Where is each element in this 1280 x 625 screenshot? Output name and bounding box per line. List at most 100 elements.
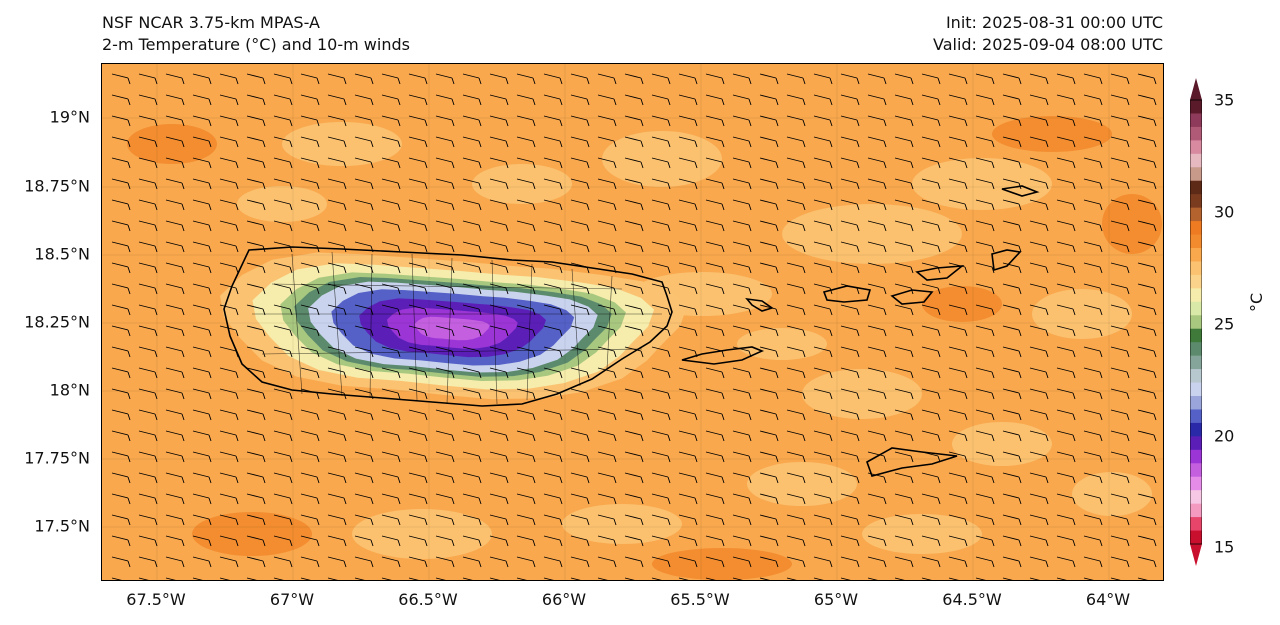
wind-barb: [759, 136, 779, 148]
wind-barb: [543, 409, 563, 421]
wind-barb: [732, 409, 752, 421]
wind-barb: [705, 199, 725, 211]
wind-barb: [651, 535, 671, 547]
wind-barb: [192, 262, 212, 274]
wind-barb: [219, 577, 230, 580]
wind-barb: [1029, 535, 1049, 547]
wind-barb: [1083, 367, 1103, 379]
wind-barb: [759, 388, 779, 400]
wind-barb: [570, 73, 590, 85]
wind-barb: [921, 472, 941, 484]
wind-barb: [462, 115, 482, 127]
wind-barb: [867, 157, 887, 169]
wind-barb: [678, 199, 698, 211]
wind-barb: [462, 430, 482, 442]
wind-barb: [597, 304, 617, 316]
wind-barb: [651, 514, 671, 526]
wind-barb: [165, 451, 185, 463]
wind-barb: [570, 409, 590, 421]
wind-barb: [1083, 115, 1103, 127]
wind-barb: [1137, 493, 1157, 505]
colorbar-segment: [1190, 180, 1202, 195]
wind-barb: [489, 535, 509, 547]
wind-barb: [489, 262, 509, 274]
wind-barb: [219, 136, 239, 148]
wind-barb: [894, 556, 914, 568]
wind-barb: [975, 262, 995, 274]
field-patch: [912, 158, 1052, 210]
wind-barb: [948, 409, 968, 421]
wind-barb: [1002, 283, 1022, 295]
wind-barb: [1029, 451, 1049, 463]
wind-barb: [300, 178, 320, 190]
wind-barb: [624, 493, 644, 505]
wind-barb: [597, 346, 617, 358]
wind-barb: [1029, 262, 1049, 274]
wind-barb: [192, 514, 212, 526]
wind-barb: [732, 493, 752, 505]
wind-barb: [300, 325, 320, 337]
wind-barb: [813, 115, 833, 127]
wind-barb: [975, 577, 986, 580]
wind-barb: [921, 451, 941, 463]
wind-barb: [273, 493, 293, 505]
wind-barb: [948, 157, 968, 169]
wind-barb: [975, 556, 995, 568]
wind-barb: [894, 115, 914, 127]
wind-barb: [1029, 409, 1049, 421]
colorbar-tick: 25: [1214, 314, 1235, 334]
wind-barb: [624, 472, 644, 484]
wind-barb: [1029, 136, 1049, 148]
wind-barb: [138, 220, 158, 232]
wind-barb: [975, 535, 995, 547]
wind-barb: [840, 262, 860, 274]
wind-barb: [948, 325, 968, 337]
wind-barb: [651, 73, 671, 85]
wind-barb: [543, 514, 563, 526]
wind-barb: [678, 94, 698, 106]
wind-barb: [192, 493, 212, 505]
wind-barb: [1110, 73, 1130, 85]
wind-barb: [894, 220, 914, 232]
wind-barb: [813, 178, 833, 190]
x-tick-label: 64°W: [1085, 590, 1131, 609]
wind-barb: [516, 178, 536, 190]
wind-barb: [678, 577, 689, 580]
wind-barb: [732, 115, 752, 127]
wind-barb: [921, 304, 941, 316]
wind-barb: [1029, 556, 1049, 568]
wind-barb: [138, 577, 149, 580]
wind-barb: [300, 220, 320, 232]
wind-barb: [381, 430, 401, 442]
wind-barb: [948, 304, 968, 316]
wind-barb: [1029, 472, 1049, 484]
wind-barb: [246, 136, 266, 148]
wind-barb: [435, 535, 455, 547]
wind-barb: [192, 283, 212, 295]
colorbar-segment: [1190, 328, 1202, 343]
wind-barb: [138, 367, 158, 379]
wind-barb: [705, 325, 725, 337]
wind-barb: [759, 577, 770, 580]
wind-barb: [543, 577, 554, 580]
wind-barb: [651, 367, 671, 379]
wind-barb: [435, 325, 455, 337]
wind-barb: [705, 451, 725, 463]
wind-barb: [219, 304, 239, 316]
wind-barb: [1083, 472, 1103, 484]
wind-barb: [732, 73, 752, 85]
wind-barb: [975, 388, 995, 400]
wind-barb: [705, 367, 725, 379]
wind-barb: [786, 94, 806, 106]
wind-barb: [273, 115, 293, 127]
wind-barb: [192, 367, 212, 379]
wind-barb: [138, 199, 158, 211]
wind-barb: [381, 136, 401, 148]
wind-barb: [840, 94, 860, 106]
wind-barb: [624, 157, 644, 169]
wind-barb: [948, 430, 968, 442]
wind-barb: [1002, 514, 1022, 526]
temperature-field: [102, 64, 1163, 580]
wind-barb: [381, 451, 401, 463]
wind-barb: [1056, 388, 1076, 400]
